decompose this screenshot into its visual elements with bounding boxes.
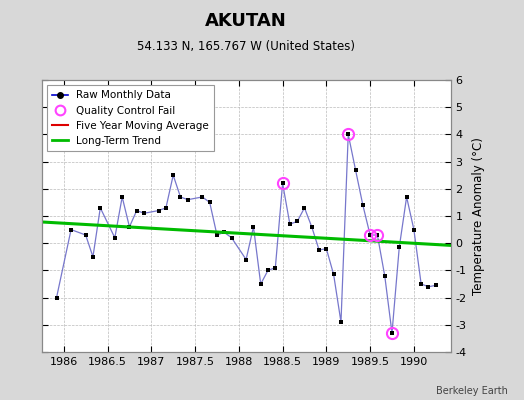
Text: Berkeley Earth: Berkeley Earth <box>436 386 508 396</box>
Text: 54.133 N, 165.767 W (United States): 54.133 N, 165.767 W (United States) <box>137 40 355 53</box>
Y-axis label: Temperature Anomaly (°C): Temperature Anomaly (°C) <box>472 137 485 295</box>
Legend: Raw Monthly Data, Quality Control Fail, Five Year Moving Average, Long-Term Tren: Raw Monthly Data, Quality Control Fail, … <box>47 85 214 151</box>
Text: AKUTAN: AKUTAN <box>205 12 287 30</box>
